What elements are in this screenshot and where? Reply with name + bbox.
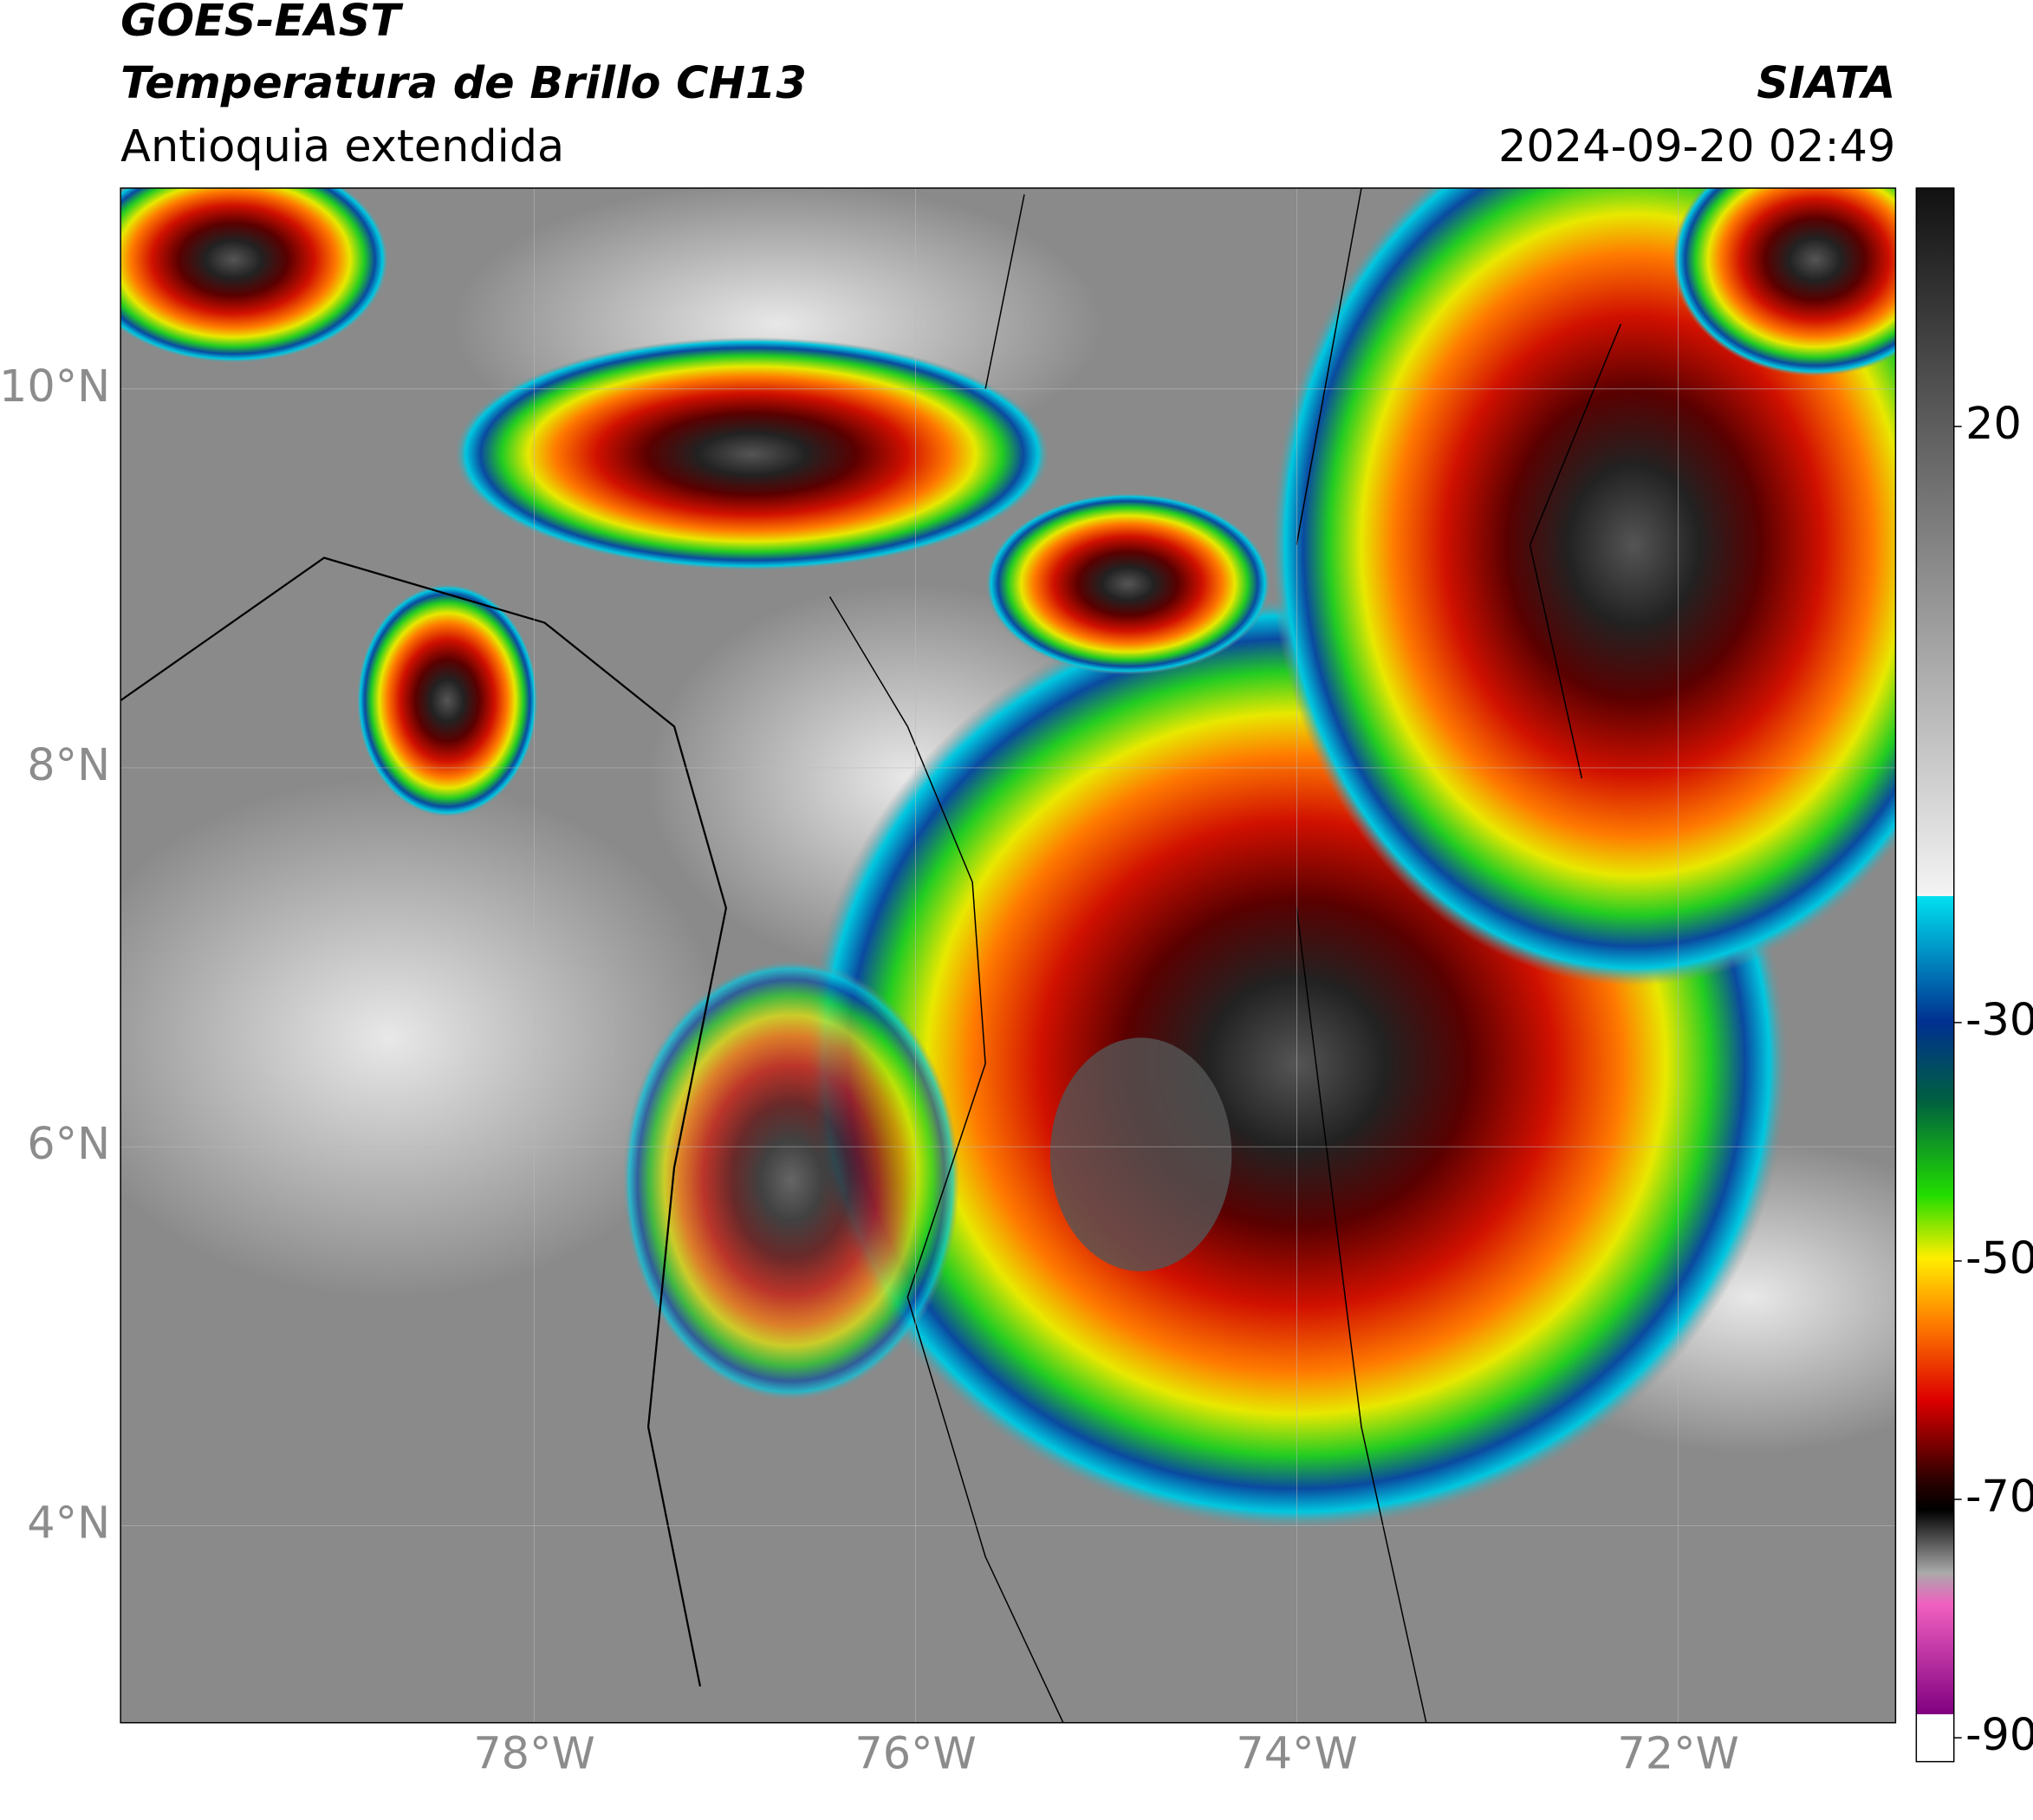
plot-frame — [120, 187, 1897, 1724]
subtitle: Temperatura de Brillo CH13 — [120, 57, 807, 108]
imagery — [120, 188, 1896, 1723]
title: GOES-EAST — [120, 0, 404, 46]
x-tick-label: 72°W — [1617, 1728, 1738, 1779]
y-tick-label: 10°N — [0, 361, 110, 412]
colorbar-tick-label: 20 — [1965, 398, 2022, 449]
colorbar — [1915, 187, 1955, 1763]
colorbar-tick-label: -90 — [1965, 1709, 2033, 1760]
x-tick-label: 76°W — [854, 1728, 976, 1779]
colorbar-tick-label: -50 — [1965, 1232, 2033, 1284]
x-tick-label: 78°W — [473, 1728, 594, 1779]
y-tick-label: 4°N — [27, 1497, 110, 1548]
y-tick-label: 8°N — [27, 739, 110, 790]
y-tick-label: 6°N — [27, 1118, 110, 1169]
x-tick-label: 74°W — [1236, 1728, 1357, 1779]
grid — [120, 188, 1896, 1723]
source: SIATA — [1757, 57, 1895, 108]
region: Antioquia extendida — [120, 120, 564, 172]
colorbar-tick-label: -30 — [1965, 994, 2033, 1045]
datetime: 2024-09-20 02:49 — [1498, 120, 1895, 172]
colorbar-tick-label: -70 — [1965, 1471, 2033, 1522]
